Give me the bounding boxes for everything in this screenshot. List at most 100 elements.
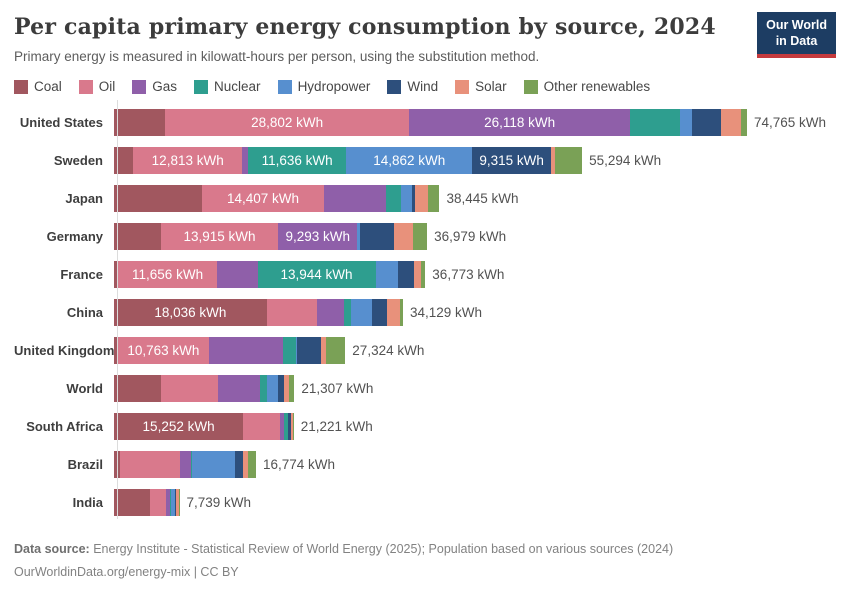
segment-wind[interactable] (411, 184, 415, 212)
segment-solar[interactable] (414, 184, 429, 212)
segment-other-renewables[interactable] (420, 260, 426, 288)
segment-nuclear[interactable] (284, 412, 288, 440)
segment-oil[interactable]: 14,407 kWh (202, 184, 325, 212)
segment-hydropower[interactable] (170, 488, 175, 516)
segment-hydropower[interactable]: 14,862 kWh (346, 146, 473, 174)
segment-wind[interactable] (398, 260, 414, 288)
segment-wind[interactable] (296, 336, 322, 364)
segment-solar[interactable] (720, 108, 742, 136)
segment-wind[interactable] (174, 488, 177, 516)
segment-gas[interactable]: 26,118 kWh (409, 108, 631, 136)
segment-solar[interactable] (413, 260, 421, 288)
segment-other-renewables[interactable] (428, 184, 440, 212)
segment-solar[interactable] (387, 298, 401, 326)
segment-solar[interactable] (551, 146, 556, 174)
segment-other-renewables[interactable] (400, 298, 403, 326)
segment-other-renewables[interactable] (412, 222, 428, 250)
legend-item-nuclear[interactable]: Nuclear (194, 79, 261, 94)
segment-nuclear[interactable] (630, 108, 681, 136)
segment-oil[interactable]: 28,802 kWh (165, 108, 410, 136)
segment-hydropower[interactable] (267, 374, 279, 402)
segment-hydropower[interactable] (401, 184, 412, 212)
legend-item-wind[interactable]: Wind (387, 79, 438, 94)
segment-coal[interactable] (114, 260, 119, 288)
segment-gas[interactable] (324, 184, 386, 212)
segment-gas[interactable] (218, 374, 261, 402)
segment-solar[interactable] (393, 222, 413, 250)
segment-value-label: 11,636 kWh (261, 152, 333, 168)
segment-other-renewables[interactable] (178, 488, 180, 516)
segment-gas[interactable] (208, 336, 284, 364)
segment-coal[interactable] (114, 450, 120, 478)
segment-oil[interactable] (150, 488, 167, 516)
segment-nuclear[interactable] (385, 184, 402, 212)
segment-wind[interactable] (692, 108, 721, 136)
segment-hydropower[interactable] (375, 260, 399, 288)
segment-nuclear[interactable]: 13,944 kWh (257, 260, 376, 288)
segment-solar[interactable] (176, 488, 179, 516)
owid-logo[interactable]: Our World in Data (757, 12, 836, 58)
segment-gas[interactable] (216, 260, 258, 288)
segment-wind[interactable] (288, 412, 291, 440)
segment-other-renewables[interactable] (741, 108, 747, 136)
segment-hydropower[interactable] (680, 108, 693, 136)
segment-hydropower[interactable] (296, 336, 297, 364)
segment-coal[interactable]: 15,252 kWh (114, 412, 244, 440)
segment-coal[interactable] (114, 488, 151, 516)
segment-other-renewables[interactable] (555, 146, 583, 174)
segment-nuclear[interactable]: 11,636 kWh (247, 146, 347, 174)
segment-hydropower[interactable] (357, 222, 360, 250)
legend-item-other-renewables[interactable]: Other renewables (523, 79, 650, 94)
segment-coal[interactable] (114, 184, 203, 212)
segment-coal[interactable] (114, 146, 134, 174)
legend-item-hydropower[interactable]: Hydropower (277, 79, 370, 94)
segment-nuclear[interactable] (260, 374, 268, 402)
segment-oil[interactable]: 11,656 kWh (118, 260, 217, 288)
segment-other-renewables[interactable] (289, 374, 295, 402)
segment-nuclear[interactable] (283, 336, 297, 364)
segment-wind[interactable]: 9,315 kWh (472, 146, 552, 174)
segment-coal[interactable] (114, 336, 118, 364)
segment-wind[interactable] (372, 298, 388, 326)
segment-wind[interactable] (278, 374, 285, 402)
segment-nuclear[interactable] (343, 298, 351, 326)
segment-gas[interactable] (241, 146, 248, 174)
row-label-japan: Japan (65, 190, 103, 206)
segment-oil[interactable] (119, 450, 181, 478)
segment-coal[interactable] (114, 108, 166, 136)
segment-oil[interactable]: 13,915 kWh (160, 222, 279, 250)
segment-hydropower[interactable] (192, 450, 235, 478)
segment-gas[interactable] (279, 412, 285, 440)
legend-item-oil[interactable]: Oil (78, 79, 115, 94)
segment-solar[interactable] (290, 412, 294, 440)
legend-item-solar[interactable]: Solar (455, 79, 507, 94)
segment-solar[interactable] (243, 450, 248, 478)
segment-oil[interactable] (243, 412, 280, 440)
segment-nuclear[interactable] (170, 488, 171, 516)
segment-coal[interactable] (114, 374, 162, 402)
row-label-china: China (66, 304, 103, 320)
segment-oil[interactable]: 10,763 kWh (117, 336, 209, 364)
segment-nuclear[interactable] (191, 450, 193, 478)
segment-gas[interactable] (166, 488, 171, 516)
segment-hydropower[interactable] (350, 298, 373, 326)
segment-gas[interactable] (180, 450, 192, 478)
segment-gas[interactable] (316, 298, 344, 326)
segment-other-renewables[interactable] (325, 336, 346, 364)
segment-other-renewables[interactable] (293, 412, 294, 440)
segment-wind[interactable] (234, 450, 244, 478)
segment-gas[interactable]: 9,293 kWh (278, 222, 358, 250)
legend-item-coal[interactable]: Coal (14, 79, 62, 94)
legend-item-gas[interactable]: Gas (132, 79, 177, 94)
segment-other-renewables[interactable] (247, 450, 256, 478)
segment-oil[interactable]: 12,813 kWh (133, 146, 242, 174)
segment-oil[interactable] (266, 298, 317, 326)
segment-coal[interactable]: 18,036 kWh (114, 298, 267, 326)
segment-solar[interactable] (284, 374, 290, 402)
segment-value-label: 14,407 kWh (227, 190, 300, 206)
segment-wind[interactable] (359, 222, 394, 250)
segment-solar[interactable] (321, 336, 326, 364)
segment-oil[interactable] (161, 374, 219, 402)
license-line[interactable]: OurWorldinData.org/energy-mix | CC BY (14, 565, 239, 580)
segment-coal[interactable] (114, 222, 161, 250)
